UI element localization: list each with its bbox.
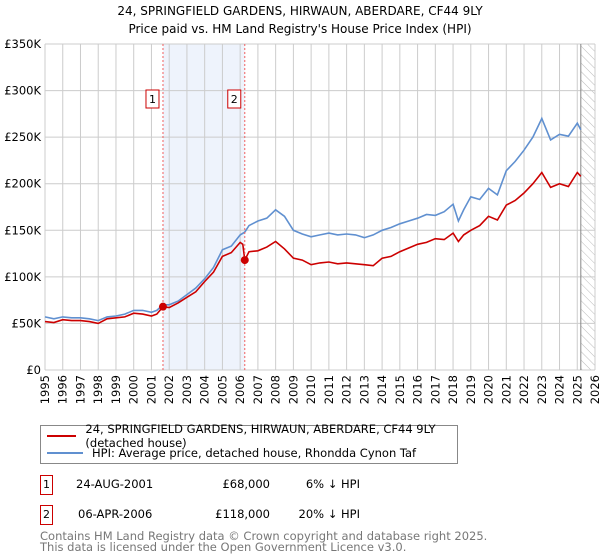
sale-point	[240, 256, 249, 265]
x-tick-label: 2012	[340, 375, 354, 404]
x-tick-label: 2003	[180, 375, 194, 404]
x-tick-label: 2026	[588, 375, 600, 404]
x-tick-label: 2008	[269, 375, 283, 404]
legend: 24, SPRINGFIELD GARDENS, HIRWAUN, ABERDA…	[40, 422, 458, 464]
transaction-badge: 1	[40, 475, 53, 495]
y-tick-label: £200K	[4, 177, 41, 191]
x-tick-label: 2016	[411, 375, 425, 404]
y-tick-label: £150K	[4, 223, 41, 237]
x-tick-label: 2024	[553, 375, 567, 404]
x-tick-label: 2004	[198, 375, 212, 404]
y-tick-label: £350K	[4, 37, 41, 51]
price-paid-line	[44, 171, 582, 325]
x-tick-label: 2020	[482, 375, 496, 404]
red-line-swatch	[47, 435, 77, 437]
transaction-row: 2 06-APR-2006 £118,000 20% ↓ HPI	[40, 505, 440, 525]
legend-label: HPI: Average price, detached house, Rhon…	[92, 446, 417, 460]
x-tick-label: 2019	[464, 375, 478, 404]
y-tick-label: £100K	[4, 270, 41, 284]
x-tick-label: 2022	[517, 375, 531, 404]
x-tick-label: 2007	[251, 375, 265, 404]
chart-subtitle: Price paid vs. HM Land Registry's House …	[128, 22, 471, 36]
x-tick-label: 2017	[428, 375, 442, 404]
x-tick-label: 2009	[286, 375, 300, 404]
x-tick-label: 2011	[322, 375, 336, 404]
y-tick-label: £0	[26, 363, 41, 377]
x-tick-label: 1997	[73, 375, 87, 404]
x-tick-label: 2001	[144, 375, 158, 404]
y-tick-label: £250K	[4, 130, 41, 144]
x-tick-label: 2013	[357, 375, 371, 404]
x-tick-label: 1996	[56, 375, 70, 404]
sale-label-box	[227, 89, 242, 109]
forecast-hatch	[580, 44, 595, 370]
y-tick-label: £50K	[12, 316, 42, 330]
y-tick-label: £300K	[4, 84, 41, 98]
footer-licence: This data is licensed under the Open Gov…	[40, 540, 407, 554]
x-tick-label: 1995	[38, 375, 52, 404]
transaction-hpi-diff: 20% ↓ HPI	[298, 507, 360, 521]
blue-line-swatch	[47, 452, 83, 454]
transaction-price: £68,000	[222, 477, 270, 491]
sale-label: 1	[149, 93, 156, 106]
legend-label: 24, SPRINGFIELD GARDENS, HIRWAUN, ABERDA…	[85, 422, 436, 450]
x-tick-label: 2006	[233, 375, 247, 404]
sale-label-box	[145, 89, 160, 109]
transaction-date: 06-APR-2006	[78, 507, 153, 521]
price-chart: 24, SPRINGFIELD GARDENS, HIRWAUN, ABERDA…	[4, 4, 600, 404]
x-tick-label: 1998	[91, 375, 105, 404]
chart-title: 24, SPRINGFIELD GARDENS, HIRWAUN, ABERDA…	[117, 4, 483, 18]
transaction-hpi-diff: 6% ↓ HPI	[305, 477, 360, 491]
transaction-row: 1 24-AUG-2001 £68,000 6% ↓ HPI	[40, 475, 440, 495]
legend-item-property: 24, SPRINGFIELD GARDENS, HIRWAUN, ABERDA…	[47, 422, 457, 450]
x-tick-label: 2023	[535, 375, 549, 404]
hpi-line	[44, 116, 582, 322]
transaction-price: £118,000	[215, 507, 270, 521]
x-tick-label: 2000	[127, 375, 141, 404]
sale-point	[158, 302, 167, 311]
x-tick-label: 2014	[375, 375, 389, 404]
x-tick-label: 2010	[304, 375, 318, 404]
x-tick-label: 2018	[446, 375, 460, 404]
transaction-badge: 2	[40, 505, 53, 525]
x-tick-label: 2025	[570, 375, 584, 404]
x-tick-label: 2005	[215, 375, 229, 404]
x-tick-label: 2015	[393, 375, 407, 404]
sale-label: 2	[231, 93, 238, 106]
legend-item-hpi: HPI: Average price, detached house, Rhon…	[47, 445, 416, 461]
transaction-date: 24-AUG-2001	[76, 477, 154, 491]
x-tick-label: 2002	[162, 375, 176, 404]
x-tick-label: 1999	[109, 375, 123, 404]
x-tick-label: 2021	[499, 375, 513, 404]
footer-copyright: Contains HM Land Registry data © Crown c…	[40, 529, 488, 543]
